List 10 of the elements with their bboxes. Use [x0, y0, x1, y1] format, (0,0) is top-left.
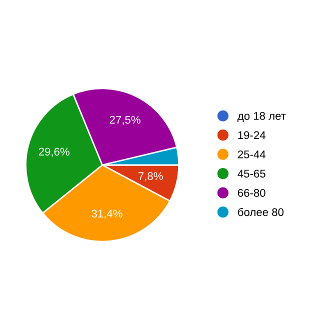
data-label: 29,6% — [38, 148, 70, 157]
legend-label: 45-65 — [238, 170, 266, 178]
legend-label: 66-80 — [238, 188, 266, 197]
legend-label: более 80 — [238, 208, 284, 216]
legend-label: 25-44 — [238, 150, 266, 158]
data-label: 31,4% — [92, 210, 122, 219]
legend-label: до 18 лет — [237, 112, 286, 122]
data-label: 7,8% — [138, 172, 163, 182]
legend-label: 19-24 — [238, 131, 266, 140]
data-label: 27,5% — [110, 116, 140, 126]
